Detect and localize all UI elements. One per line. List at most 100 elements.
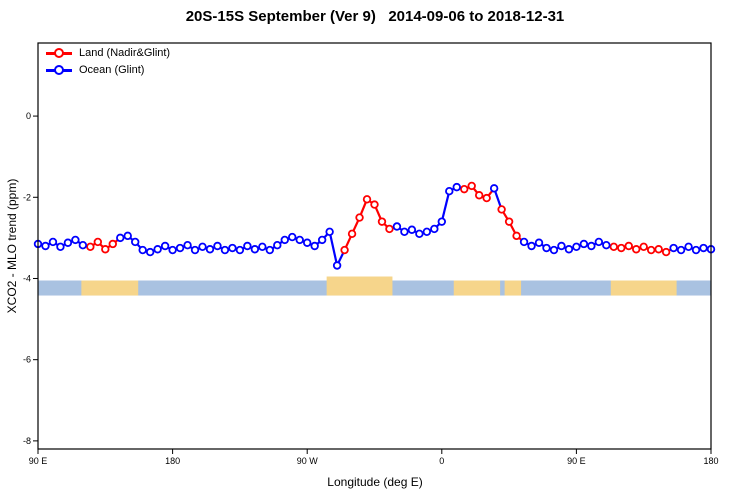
- ocean-point-marker: [138, 245, 147, 255]
- ocean-point-marker: [684, 242, 693, 252]
- map-strip-land: [326, 276, 393, 296]
- land-point-marker: [512, 231, 521, 241]
- legend-label-ocean: Ocean (Glint): [79, 64, 145, 76]
- land-series-marker-icon: [46, 47, 72, 59]
- ocean-point-marker: [303, 238, 312, 247]
- ocean-point-marker: [519, 237, 529, 247]
- ocean-point-marker: [295, 235, 304, 245]
- ocean-point-marker: [392, 222, 402, 231]
- ocean-point-marker: [153, 245, 162, 254]
- legend-item-ocean: Ocean (Glint): [46, 63, 170, 77]
- ocean-point-marker: [317, 235, 327, 245]
- ocean-point-marker: [190, 245, 200, 255]
- x-tick-label: 180: [703, 456, 718, 466]
- ocean-point-marker: [549, 245, 559, 255]
- series-line-segment: [328, 231, 339, 266]
- ocean-point-marker: [699, 243, 708, 253]
- ocean-point-marker: [220, 245, 230, 255]
- land-point-marker: [460, 184, 469, 194]
- x-tick-label: 90 E: [567, 456, 586, 466]
- land-point-marker: [497, 205, 506, 214]
- ocean-point-marker: [489, 184, 499, 193]
- land-point-marker: [617, 243, 626, 253]
- map-strip-land: [453, 280, 501, 296]
- ocean-point-marker: [422, 227, 432, 236]
- land-point-marker: [355, 213, 364, 222]
- ocean-point-marker: [243, 241, 252, 251]
- ocean-point-marker: [332, 261, 342, 270]
- y-tick-label: -2: [23, 192, 31, 202]
- land-point-marker: [101, 245, 110, 254]
- ocean-point-marker: [71, 235, 80, 245]
- land-point-marker: [467, 181, 476, 191]
- land-point-marker: [93, 237, 103, 247]
- ocean-point-marker: [572, 242, 581, 252]
- ocean-point-marker: [168, 245, 177, 255]
- land-point-marker: [632, 245, 641, 254]
- series-line-segment: [440, 190, 451, 222]
- x-tick-label: 180: [165, 456, 180, 466]
- ocean-point-marker: [63, 238, 73, 247]
- ocean-point-marker: [145, 247, 155, 257]
- ocean-point-marker: [280, 235, 289, 245]
- x-tick-label: 90 W: [297, 456, 319, 466]
- ocean-point-marker: [564, 245, 574, 254]
- land-point-marker: [385, 224, 394, 234]
- ocean-point-marker: [594, 237, 604, 247]
- land-point-marker: [86, 242, 95, 252]
- ocean-point-marker: [534, 238, 544, 247]
- land-point-marker: [609, 242, 618, 252]
- ocean-point-marker: [587, 241, 596, 251]
- legend-item-land: Land (Nadir&Glint): [46, 46, 170, 60]
- ocean-point-marker: [205, 245, 215, 254]
- x-axis-label: Longitude (deg E): [327, 475, 423, 489]
- ocean-point-marker: [213, 241, 222, 251]
- land-point-marker: [347, 229, 357, 239]
- ocean-point-marker: [258, 242, 267, 252]
- ocean-point-marker: [310, 241, 319, 251]
- map-strip-land: [504, 280, 522, 296]
- y-tick-label: 0: [26, 111, 31, 121]
- ocean-point-marker: [48, 237, 58, 247]
- ocean-point-marker: [160, 241, 170, 251]
- ocean-point-marker: [407, 225, 417, 234]
- ocean-point-marker: [557, 241, 566, 251]
- land-point-marker: [624, 241, 633, 251]
- ocean-point-marker: [325, 227, 334, 236]
- x-tick-label: 90 E: [29, 456, 48, 466]
- ocean-point-marker: [415, 229, 424, 239]
- ocean-point-marker: [445, 186, 454, 196]
- y-axis-label: XCO2 - MLO trend (ppm): [5, 178, 19, 314]
- ocean-point-marker: [579, 239, 589, 249]
- ocean-point-marker: [228, 243, 237, 253]
- land-point-marker: [661, 247, 671, 257]
- land-point-marker: [362, 195, 372, 204]
- ocean-point-marker: [430, 224, 439, 234]
- ocean-point-marker: [235, 245, 245, 255]
- ocean-point-marker: [265, 245, 275, 255]
- land-point-marker: [639, 242, 648, 252]
- ocean-point-marker: [542, 243, 551, 253]
- chart-title: 20S-15S September (Ver 9) 2014-09-06 to …: [185, 8, 565, 25]
- ocean-point-marker: [183, 240, 192, 250]
- land-point-marker: [340, 245, 349, 255]
- y-tick-label: -4: [23, 273, 31, 283]
- ocean-point-marker: [669, 243, 678, 253]
- ocean-point-marker: [56, 242, 65, 252]
- map-strip-land: [81, 280, 139, 296]
- ocean-point-marker: [602, 240, 611, 250]
- plot-frame: [37, 42, 712, 450]
- legend-label-land: Land (Nadir&Glint): [79, 47, 171, 59]
- land-point-marker: [377, 217, 387, 226]
- ocean-point-marker: [437, 217, 446, 226]
- land-point-marker: [108, 239, 117, 249]
- ocean-point-marker: [175, 243, 185, 253]
- map-strip-land: [610, 280, 677, 296]
- ocean-point-marker: [527, 241, 536, 251]
- land-point-marker: [646, 245, 656, 255]
- ocean-point-marker: [400, 227, 409, 236]
- ocean-point-marker: [452, 182, 461, 192]
- ocean-point-marker: [691, 245, 701, 255]
